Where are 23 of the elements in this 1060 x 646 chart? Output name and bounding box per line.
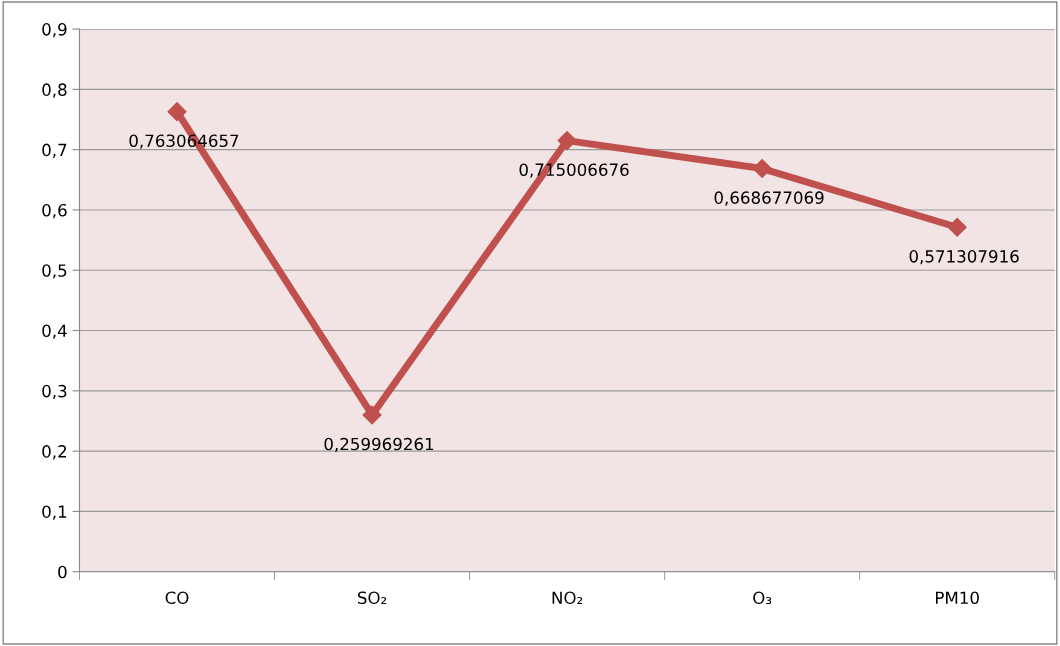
x-tick-label: O₃ (753, 591, 772, 605)
data-label: 0,259969261 (324, 437, 434, 453)
data-label: 0,571307916 (909, 250, 1019, 265)
x-tick-label: NO₂ (552, 591, 583, 605)
y-tick-label: 0,2 (42, 445, 67, 460)
y-tick-label: 0,3 (42, 384, 67, 400)
x-tick-label: CO (165, 591, 189, 605)
y-tick-label: 0,8 (42, 83, 67, 98)
point (167, 102, 187, 122)
y-tick-label: 0,1 (42, 505, 67, 520)
point (947, 217, 967, 237)
point (557, 131, 577, 151)
y-tick-label: 0,5 (42, 264, 67, 279)
data-label: 0,668677069 (714, 191, 824, 206)
x-tick-label: PM10 (936, 591, 979, 605)
x-tick-label: SO₂ (357, 591, 387, 605)
y-tick-label: 0,6 (42, 203, 67, 219)
point (752, 159, 772, 179)
y-tick-label: 0,9 (42, 23, 67, 38)
y-tick-label: 0 (58, 565, 67, 579)
y-tick-label: 0,4 (42, 324, 67, 339)
y-tick-label: 0,7 (42, 143, 67, 158)
point (362, 405, 382, 425)
